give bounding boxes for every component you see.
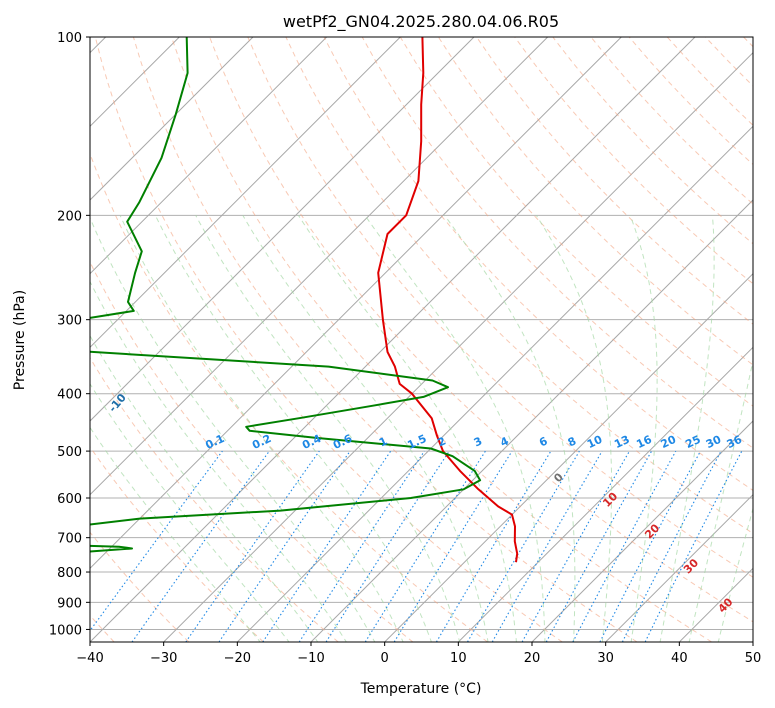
y-tick-label: 800 — [57, 566, 82, 581]
mixing-ratio-line — [262, 450, 392, 642]
moist-adiabat-line — [195, 215, 461, 642]
isotherm — [605, 493, 753, 642]
dry-adiabat-line — [90, 446, 264, 642]
mixing-ratio-line — [325, 450, 450, 642]
y-tick-label: 1000 — [49, 623, 82, 638]
grid-layer — [90, 37, 753, 642]
isotherm — [457, 346, 753, 642]
mixing-ratio-line — [185, 450, 320, 642]
moist-adiabat-line — [629, 215, 658, 642]
isotherm — [90, 37, 401, 349]
isotherm — [90, 37, 622, 570]
dry-adiabat-line — [90, 260, 414, 642]
isotherm — [90, 37, 549, 496]
x-tick-label: 10 — [450, 651, 467, 666]
y-tick-label: 300 — [57, 314, 82, 329]
moist-adiabat-line — [659, 215, 715, 642]
mixing-ratio-label: 13 — [612, 433, 631, 451]
series-layer — [90, 37, 519, 563]
moist-adiabat-line — [90, 382, 290, 642]
temperature-profile-line — [377, 37, 519, 563]
mixing-ratio-line — [218, 450, 351, 642]
moist-adiabat-line — [535, 215, 613, 642]
x-tick-label: −20 — [224, 651, 251, 666]
mixing-ratio-line — [521, 450, 630, 642]
moist-adiabat-line — [688, 358, 753, 642]
isotherm — [236, 125, 753, 642]
moist-adiabat-line — [154, 215, 432, 642]
y-tick-label: 400 — [57, 388, 82, 403]
isotherm — [90, 37, 254, 201]
x-tick-label: −40 — [76, 651, 103, 666]
mixing-ratio-line — [131, 450, 270, 642]
dry-adiabat-line — [171, 37, 712, 642]
y-tick-label: 900 — [57, 596, 82, 611]
moist-adiabat-line — [444, 215, 576, 642]
dry-adiabat-line — [90, 152, 488, 642]
moist-adiabat-line — [90, 334, 319, 642]
y-tick-label: 600 — [57, 492, 82, 507]
dry-adiabat-line — [90, 531, 190, 642]
x-tick-label: 20 — [524, 651, 541, 666]
dewpoint-profile-line — [90, 37, 482, 553]
isotherm — [163, 51, 753, 642]
y-tick-label: 700 — [57, 532, 82, 547]
moist-adiabat-line — [119, 215, 404, 642]
dry-adiabat-line — [209, 37, 753, 623]
y-axis: 100 200 300 400 500 600 700 800 900 1000 — [49, 31, 90, 638]
mixing-ratio-label: 10 — [585, 433, 605, 451]
mixing-ratio-label: 25 — [683, 433, 702, 451]
mixing-ratio-line — [545, 450, 653, 642]
y-tick-label: 500 — [57, 445, 82, 460]
moist-adiabat-line — [242, 215, 489, 642]
mixing-ratio-line — [298, 450, 425, 642]
dry-adiabat-line — [247, 37, 753, 578]
x-axis-title: Temperature (°C) — [360, 681, 482, 697]
dry-adiabat-line — [94, 37, 563, 642]
x-tick-label: 0 — [381, 651, 389, 666]
moist-adiabat-line — [90, 426, 261, 642]
mixing-ratio-line — [572, 450, 677, 642]
x-axis: −40 −30 −20 −10 0 10 20 30 40 50 — [76, 642, 761, 666]
x-tick-label: −10 — [297, 651, 324, 666]
isotherm — [531, 420, 753, 642]
chart-title: wetPf2_GN04.2025.280.04.06.R05 — [283, 12, 559, 32]
x-tick-label: 50 — [745, 651, 762, 666]
mixing-ratio-label: 16 — [634, 433, 654, 451]
plot-frame — [89, 36, 754, 643]
isotherm — [90, 37, 696, 642]
dry-adiabat-line — [361, 37, 753, 449]
x-tick-label: 30 — [597, 651, 614, 666]
dry-adiabat-line — [399, 37, 753, 407]
mixing-ratio-label: 30 — [704, 433, 724, 451]
x-tick-label: −30 — [150, 651, 177, 666]
y-tick-label: 100 — [57, 31, 82, 46]
dry-adiabat-line — [90, 356, 339, 642]
mixing-ratio-line — [644, 450, 743, 642]
mixing-ratio-label: 36 — [725, 433, 745, 451]
isotherm — [90, 37, 475, 422]
dry-adiabat-line — [514, 37, 753, 285]
y-tick-label: 200 — [57, 209, 82, 224]
moist-adiabat-line — [364, 215, 546, 642]
isotherm — [384, 272, 753, 642]
mixing-ratio-label: 20 — [659, 433, 679, 451]
isotherm — [90, 37, 328, 275]
x-tick-label: 40 — [671, 651, 688, 666]
mixing-ratio-line — [90, 450, 223, 632]
y-axis-title: Pressure (hPa) — [12, 290, 28, 390]
